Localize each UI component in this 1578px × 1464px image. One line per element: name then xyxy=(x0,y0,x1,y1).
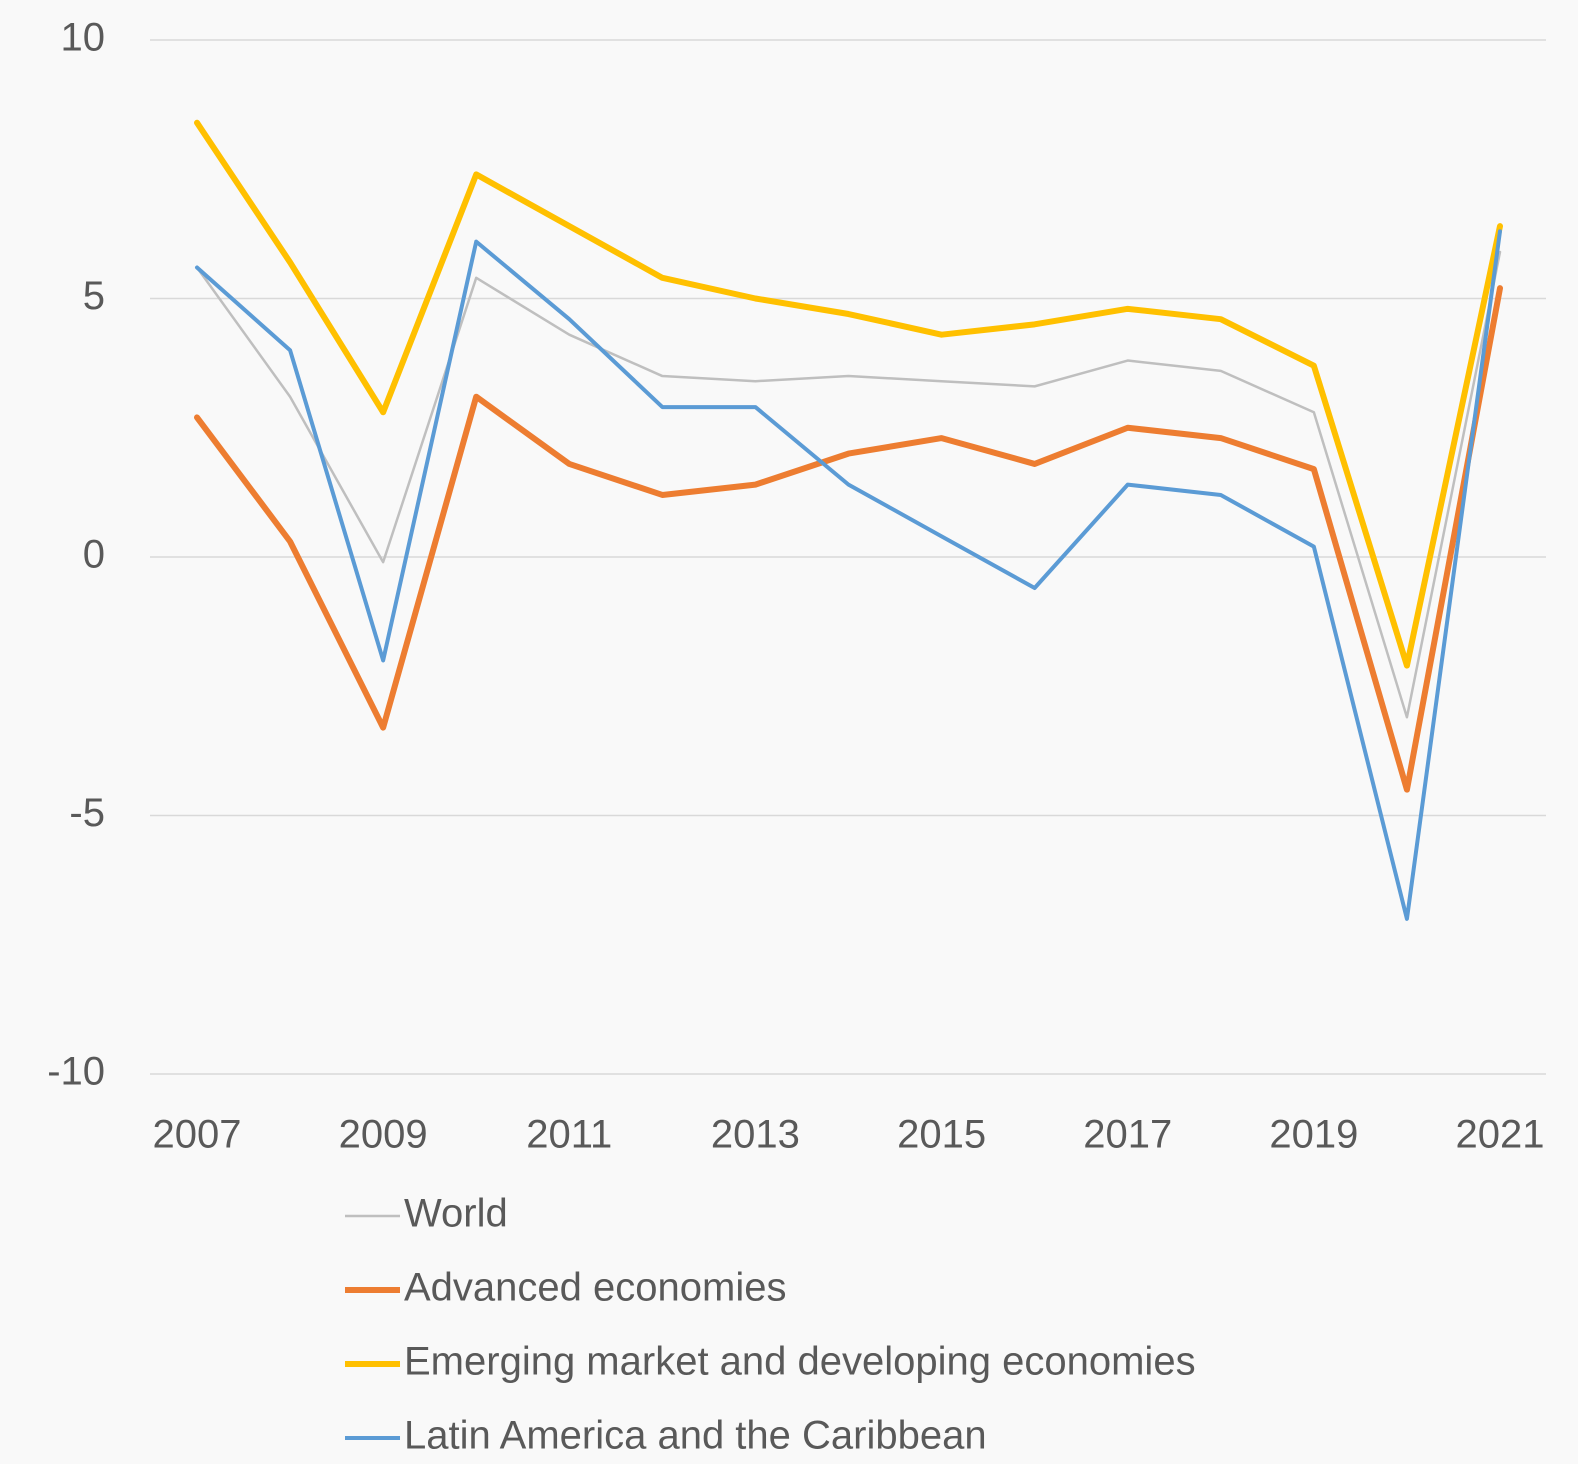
legend-label: Advanced economies xyxy=(404,1266,786,1310)
x-tick-label: 2017 xyxy=(1083,1113,1172,1157)
x-tick-label: 2011 xyxy=(526,1113,612,1157)
y-tick-label: -10 xyxy=(47,1050,105,1094)
y-tick-label: 5 xyxy=(83,274,105,318)
x-tick-label: 2015 xyxy=(897,1113,986,1157)
series-line xyxy=(194,285,1503,793)
y-tick-label: -5 xyxy=(69,791,105,835)
x-tick-label: 2013 xyxy=(711,1113,800,1157)
x-tick-label: 2021 xyxy=(1456,1113,1545,1157)
legend-label: Latin America and the Caribbean xyxy=(404,1414,987,1458)
legend-label: World xyxy=(404,1192,508,1236)
series-line xyxy=(195,229,1502,921)
y-tick-label: 10 xyxy=(61,16,106,60)
x-tick-label: 2009 xyxy=(339,1113,428,1157)
y-tick-label: 0 xyxy=(83,533,105,577)
series-line xyxy=(195,250,1502,719)
legend-label: Emerging market and developing economies xyxy=(404,1340,1196,1384)
x-tick-label: 2007 xyxy=(153,1113,242,1157)
x-tick-label: 2019 xyxy=(1269,1113,1358,1157)
series-line xyxy=(194,119,1503,669)
